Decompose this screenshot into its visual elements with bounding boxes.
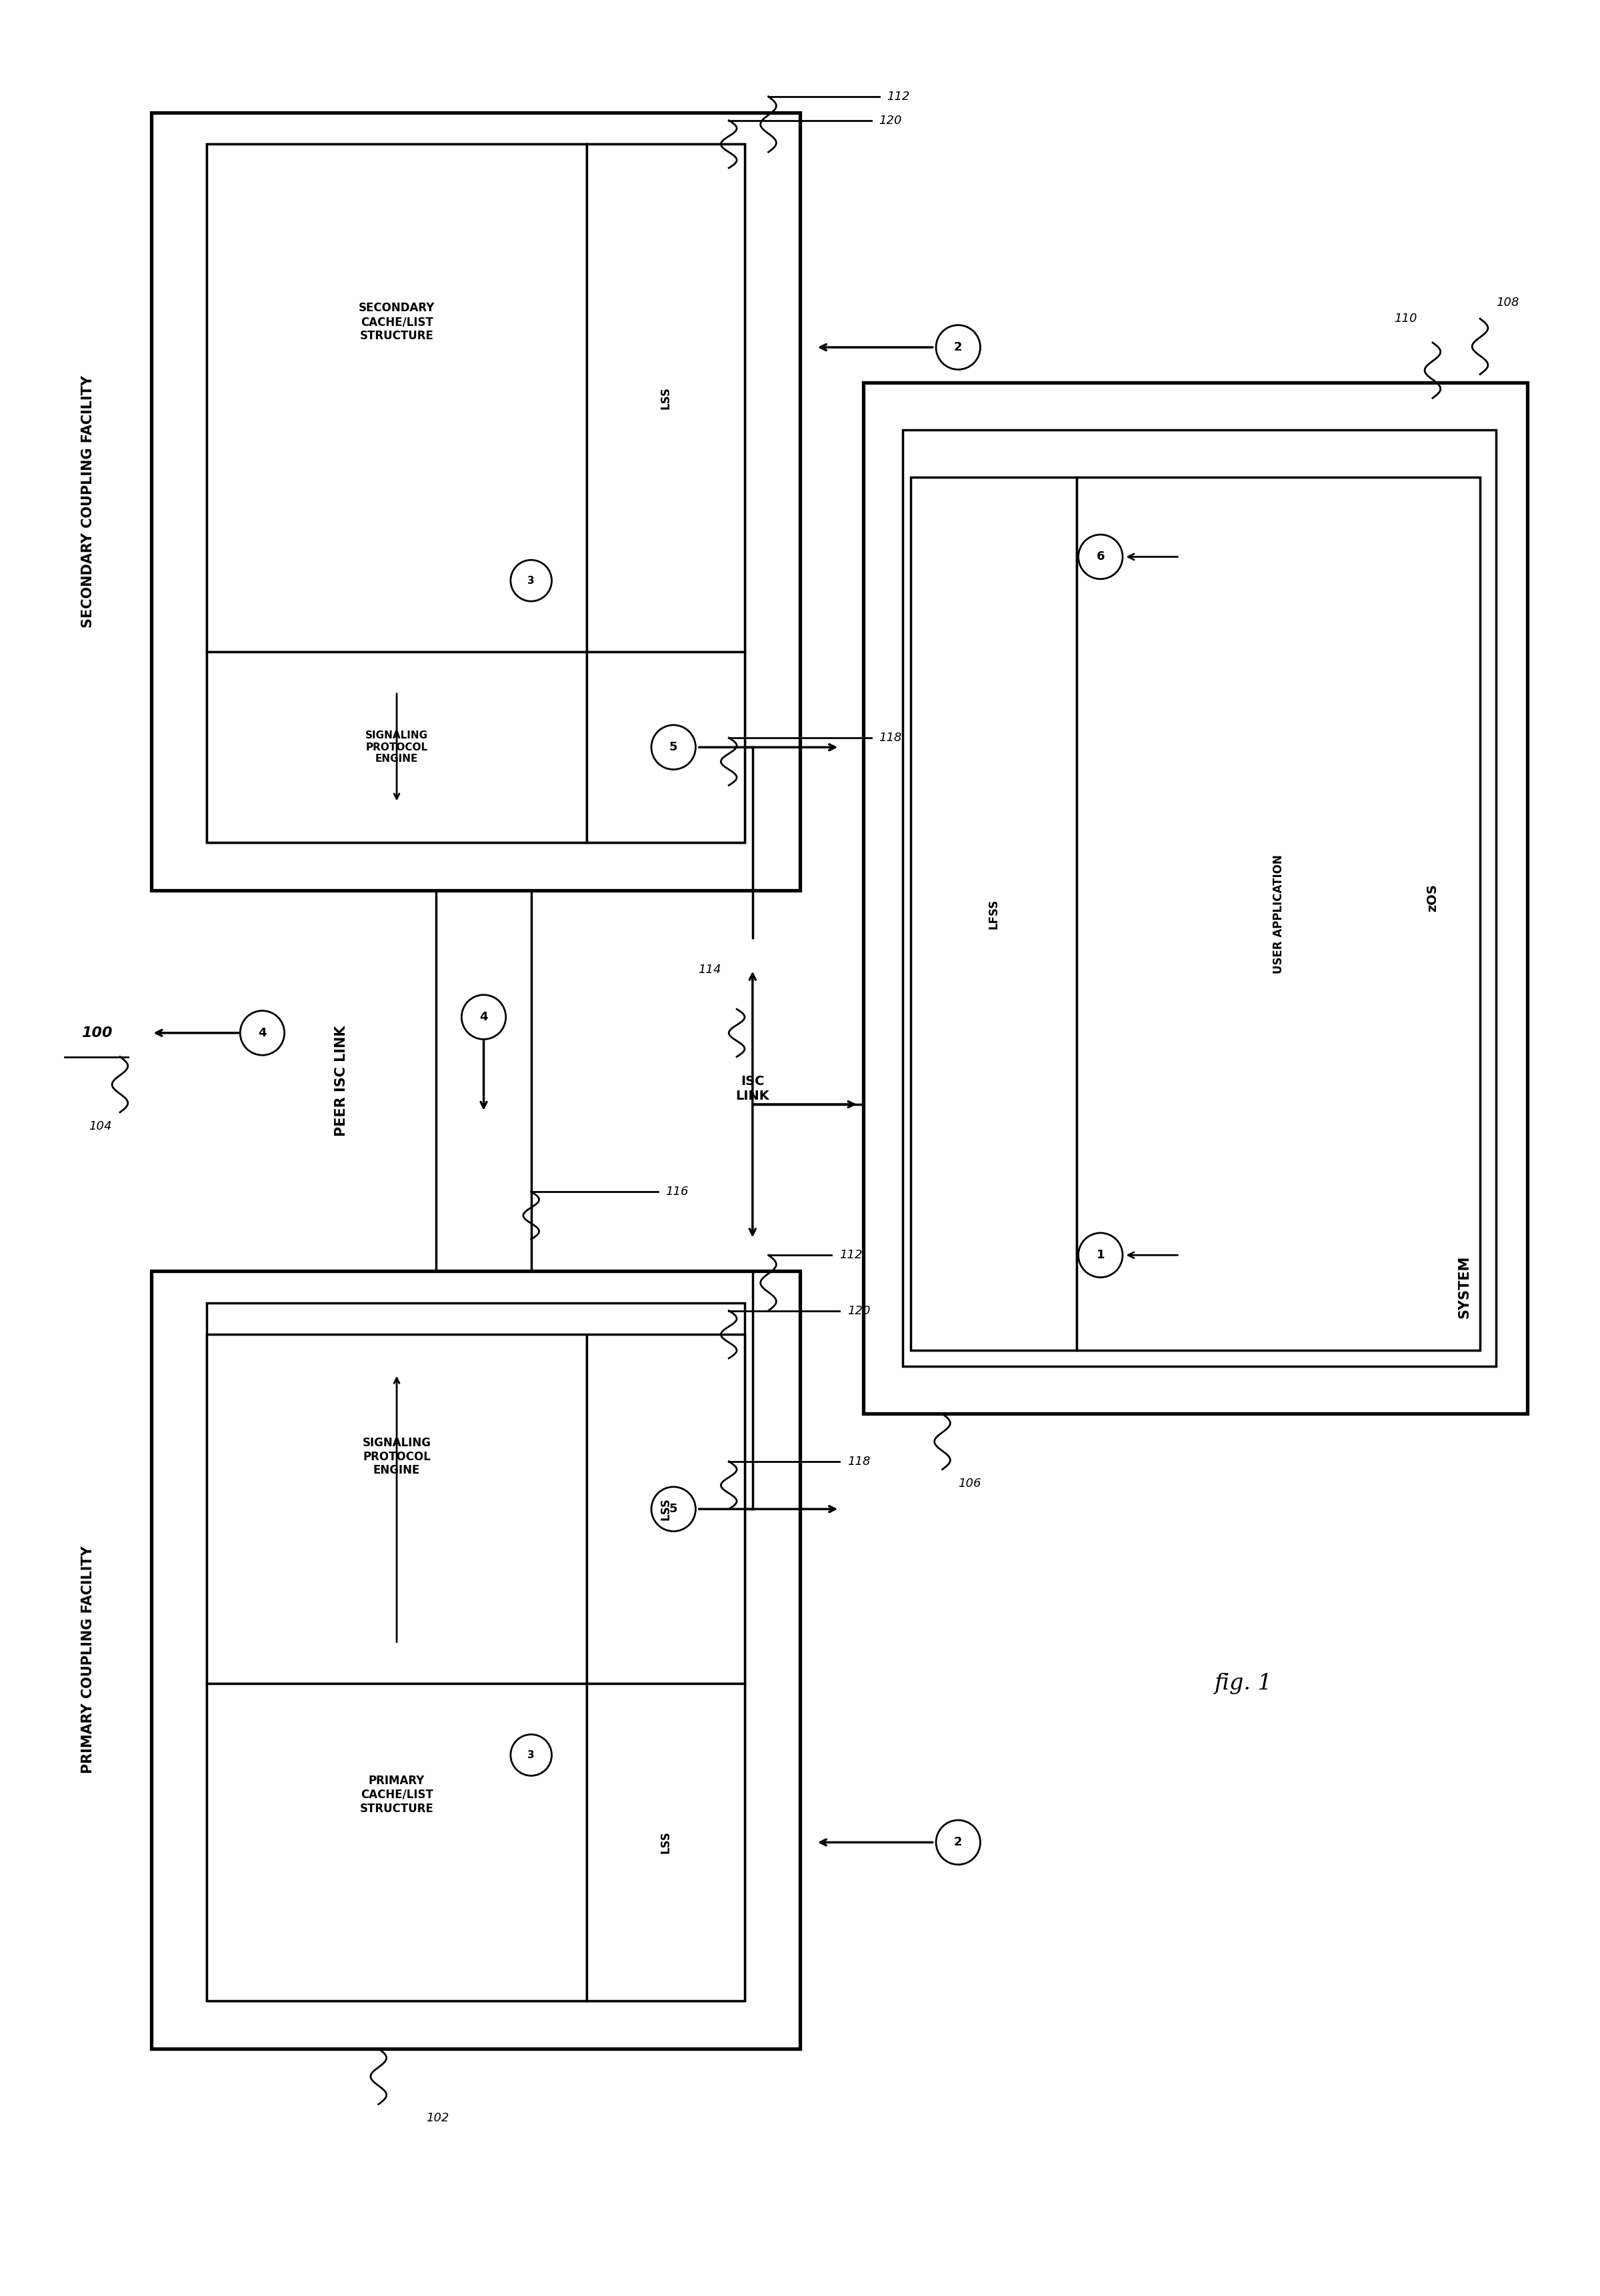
Text: 1: 1 (1096, 1249, 1104, 1261)
Bar (206, 145, 587, 652)
Bar (206, 652, 587, 843)
Text: ISC
LINK: ISC LINK (736, 1075, 770, 1102)
Text: SECONDARY COUPLING FACILITY: SECONDARY COUPLING FACILITY (82, 374, 94, 627)
Text: SIGNALING
PROTOCOL
ENGINE: SIGNALING PROTOCOL ENGINE (365, 730, 429, 765)
Text: 5: 5 (669, 1504, 678, 1515)
Text: SYSTEM: SYSTEM (1458, 1256, 1470, 1318)
Text: LFSS: LFSS (987, 898, 1000, 930)
Text: PRIMARY COUPLING FACILITY: PRIMARY COUPLING FACILITY (82, 1545, 94, 1775)
Text: fig. 1: fig. 1 (1214, 1674, 1272, 1694)
Text: 100: 100 (82, 1026, 112, 1040)
Text: USER APPLICATION: USER APPLICATION (1272, 854, 1285, 974)
Text: LSS: LSS (659, 1832, 672, 1853)
Bar (206, 145, 744, 843)
Text: 116: 116 (666, 1185, 688, 1199)
Text: 118: 118 (848, 1456, 870, 1467)
Bar (152, 113, 800, 891)
Bar (152, 1272, 800, 2048)
Text: 110: 110 (1394, 312, 1416, 324)
Text: 2: 2 (954, 1837, 962, 1848)
Bar (206, 1302, 744, 2002)
Text: 112: 112 (840, 1249, 862, 1261)
Bar (587, 1334, 744, 1683)
Bar (864, 381, 1528, 1414)
Bar (206, 1334, 587, 1683)
Bar (1077, 478, 1480, 1350)
Text: 112: 112 (886, 90, 910, 103)
Text: 114: 114 (698, 964, 722, 976)
Bar (587, 652, 744, 843)
Text: zOS: zOS (1426, 884, 1438, 912)
Bar (902, 429, 1496, 1366)
Text: 104: 104 (90, 1120, 112, 1132)
Text: PRIMARY
CACHE/LIST
STRUCTURE: PRIMARY CACHE/LIST STRUCTURE (360, 1775, 434, 1814)
Text: LSS: LSS (659, 1497, 672, 1520)
Text: 4: 4 (258, 1026, 267, 1038)
Text: 120: 120 (878, 115, 902, 126)
Text: 106: 106 (958, 1476, 981, 1490)
Text: 4: 4 (480, 1010, 488, 1024)
Text: 108: 108 (1496, 296, 1518, 310)
Text: 2: 2 (954, 342, 962, 354)
Text: SECONDARY
CACHE/LIST
STRUCTURE: SECONDARY CACHE/LIST STRUCTURE (358, 303, 435, 342)
Text: PEER ISC LINK: PEER ISC LINK (334, 1024, 349, 1137)
Text: 118: 118 (878, 732, 902, 744)
Text: SIGNALING
PROTOCOL
ENGINE: SIGNALING PROTOCOL ENGINE (362, 1437, 430, 1476)
Text: 6: 6 (1096, 551, 1104, 563)
Text: 102: 102 (426, 2112, 450, 2124)
Bar (587, 145, 744, 652)
Bar (587, 1683, 744, 2002)
Text: 3: 3 (528, 1750, 534, 1761)
Text: 120: 120 (848, 1304, 870, 1316)
Text: 3: 3 (528, 576, 534, 585)
Text: 5: 5 (669, 742, 678, 753)
Bar (910, 478, 1077, 1350)
Bar (206, 1683, 587, 2002)
Text: LSS: LSS (659, 386, 672, 409)
